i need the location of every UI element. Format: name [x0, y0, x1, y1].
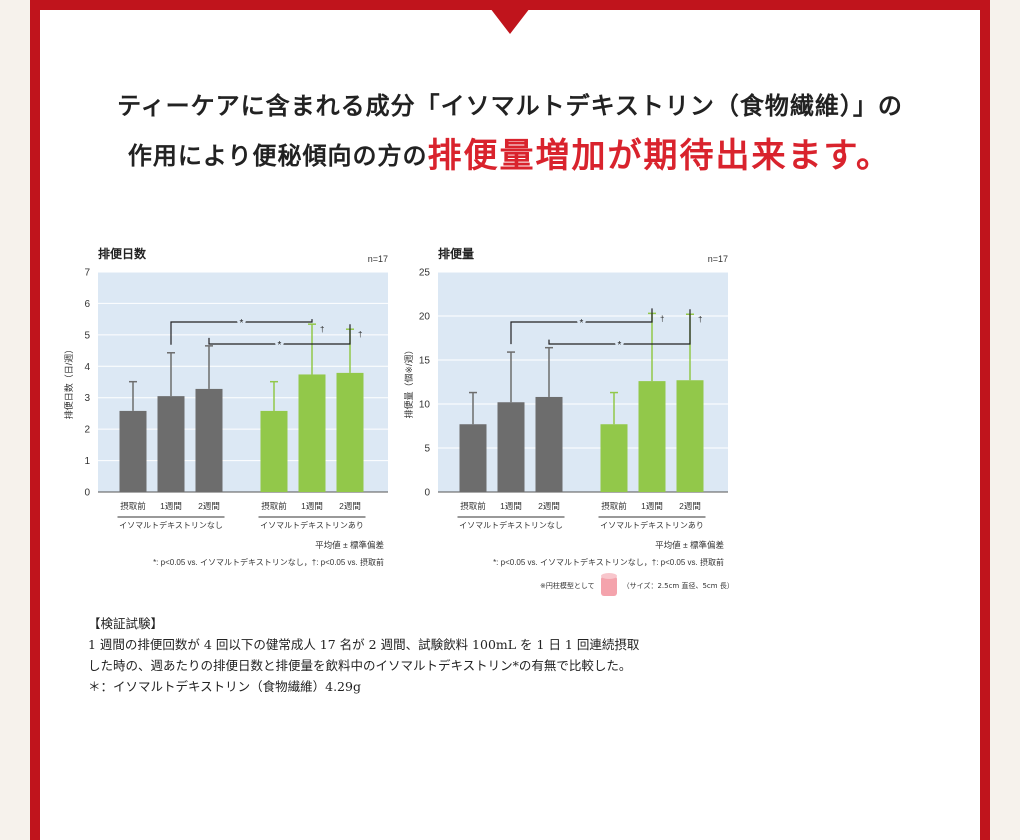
x-tick-label: 摂取前 — [120, 501, 146, 511]
group-label: イソマルトデキストリンなし — [459, 520, 563, 530]
study-line2: した時の、週あたりの排便日数と排便量を飲料中のイソマルトデキストリン*の有無で比… — [88, 658, 632, 673]
bar — [157, 396, 185, 492]
chart-stool-volume: 排便量 n=17 0 5 10 15 20 25 排便量（個※/週） 摂取前 1週間 2週間 摂取前 † 1… — [400, 236, 760, 596]
headline-line2-plain: 作用により便秘傾向の方の — [127, 142, 428, 170]
study-heading: 【検証試験】 — [88, 616, 164, 631]
study-note: 【検証試験】 1 週間の排便回数が 4 回以下の健常成人 17 名が 2 週間、… — [88, 613, 639, 697]
y-tick-label: 7 — [84, 268, 90, 279]
bar — [119, 410, 147, 492]
x-tick-label: 摂取前 — [601, 501, 627, 511]
bar — [195, 388, 223, 492]
legend-mean-sd: 平均値 ± 標準偏差 — [655, 540, 724, 550]
y-tick-label: 5 — [84, 330, 90, 341]
bar — [298, 374, 326, 492]
y-tick-label: 20 — [419, 312, 431, 323]
y-tick-label: 4 — [84, 362, 90, 373]
dagger-mark: † — [358, 330, 362, 339]
y-axis-label: 排便日数（日/週） — [63, 345, 74, 420]
x-tick-label: 摂取前 — [460, 501, 486, 511]
chart-stool-volume-svg: 排便量 n=17 0 5 10 15 20 25 排便量（個※/週） 摂取前 1週間 2週間 摂取前 † 1… — [403, 246, 728, 567]
shape-note: ※円柱模型として （サイズ：2.5cm 直径、5cm 長） — [540, 573, 734, 596]
dagger-mark: † — [660, 314, 664, 323]
y-tick-label: 10 — [419, 400, 431, 411]
chart-n-label: n=17 — [708, 254, 728, 264]
y-tick-label: 2 — [84, 425, 90, 436]
study-line1: 1 週間の排便回数が 4 回以下の健常成人 17 名が 2 週間、試験飲料 10… — [88, 637, 640, 652]
y-tick-label: 1 — [84, 456, 90, 467]
dagger-mark: † — [320, 325, 324, 334]
headline-emphasis: 排便量増加が期待出来ます。 — [427, 136, 893, 176]
bar — [497, 402, 525, 492]
significance-bracket — [170, 319, 313, 345]
bar — [638, 381, 666, 492]
group-label: イソマルトデキストリンあり — [260, 520, 364, 530]
group-label: イソマルトデキストリンあり — [600, 520, 704, 530]
legend-mean-sd: 平均値 ± 標準偏差 — [315, 540, 384, 550]
chart-defecation-days: 排便日数 n=17 0 1 2 3 4 5 6 7 排便日数（日/週） 摂取前 1週間 2週間 摂取前 † 1週… — [60, 236, 420, 596]
significance-star: * — [240, 318, 244, 329]
shape-note-size: （サイズ：2.5cm 直径、5cm 長） — [622, 582, 734, 590]
group-label: イソマルトデキストリンなし — [119, 520, 223, 530]
headline-line2: 作用により便秘傾向の方の排便量増加が期待出来ます。 — [0, 128, 1020, 177]
y-tick-label: 5 — [424, 444, 430, 455]
significance-bracket — [208, 324, 351, 345]
bar — [600, 424, 628, 492]
significance-bracket — [510, 308, 653, 345]
significance-star: * — [580, 318, 584, 329]
y-tick-label: 0 — [84, 488, 90, 499]
chart-n-label: n=17 — [368, 254, 388, 264]
x-tick-label: 1週間 — [641, 501, 663, 511]
bar — [676, 380, 704, 492]
bar — [535, 396, 563, 492]
study-line3: ＊：イソマルトデキストリン（食物繊維）4.29g — [88, 679, 361, 694]
cylinder-icon — [600, 573, 617, 596]
x-tick-label: 2週間 — [339, 501, 361, 511]
y-tick-label: 3 — [84, 393, 90, 404]
significance-bracket — [548, 309, 691, 345]
y-axis-label: 排便量（個※/週） — [403, 345, 414, 418]
legend-significance: *: p<0.05 vs. イソマルトデキストリンなし，†: p<0.05 vs… — [153, 557, 384, 567]
chart-defecation-days-svg: 排便日数 n=17 0 1 2 3 4 5 6 7 排便日数（日/週） 摂取前 1週間 2週間 摂取前 † 1週… — [63, 246, 388, 567]
y-tick-label: 0 — [424, 488, 430, 499]
x-tick-label: 1週間 — [301, 501, 323, 511]
x-tick-label: 2週間 — [679, 501, 701, 511]
bar — [336, 372, 364, 492]
bar — [260, 410, 288, 492]
chart-title: 排便日数 — [98, 246, 147, 261]
headline-line1: ティーケアに含まれる成分「イソマルトデキストリン（食物繊維）」の — [117, 92, 903, 120]
bar — [459, 424, 487, 492]
significance-star: * — [278, 340, 282, 351]
x-tick-label: 2週間 — [198, 501, 220, 511]
y-tick-label: 6 — [84, 299, 90, 310]
y-tick-label: 25 — [419, 268, 431, 279]
shape-note-prefix: ※円柱模型として — [540, 582, 595, 590]
chart-title: 排便量 — [438, 246, 474, 261]
x-tick-label: 1週間 — [160, 501, 182, 511]
frame-notch — [490, 8, 530, 34]
x-tick-label: 1週間 — [500, 501, 522, 511]
x-tick-label: 摂取前 — [261, 501, 287, 511]
legend-significance: *: p<0.05 vs. イソマルトデキストリンなし，†: p<0.05 vs… — [493, 557, 724, 567]
dagger-mark: † — [698, 315, 702, 324]
x-tick-label: 2週間 — [538, 501, 560, 511]
significance-star: * — [618, 340, 622, 351]
y-tick-label: 15 — [419, 356, 431, 367]
